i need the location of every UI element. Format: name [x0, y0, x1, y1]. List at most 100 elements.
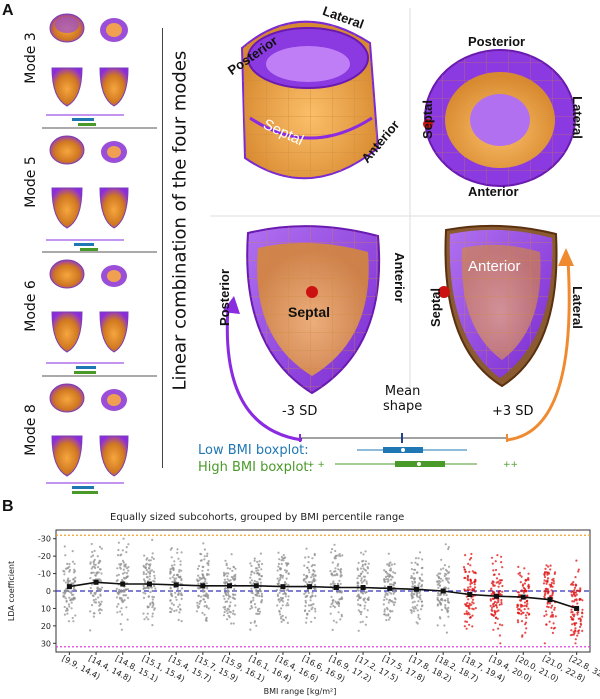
data-point	[437, 582, 441, 585]
data-point	[151, 595, 154, 598]
data-point	[202, 598, 205, 601]
data-point	[383, 610, 386, 613]
data-point	[95, 571, 98, 574]
data-point	[497, 591, 500, 594]
data-point	[520, 589, 523, 592]
data-point	[68, 596, 71, 599]
data-point	[305, 617, 308, 620]
data-point	[68, 568, 72, 572]
data-point	[570, 591, 573, 594]
data-point	[276, 577, 279, 580]
data-point	[442, 567, 445, 570]
data-point	[151, 556, 154, 559]
data-point	[390, 563, 393, 566]
data-point	[203, 555, 206, 558]
data-point	[413, 584, 416, 587]
data-point	[281, 604, 284, 607]
data-point	[148, 575, 151, 578]
data-point	[574, 576, 577, 579]
data-point	[447, 546, 450, 549]
data-point	[445, 594, 448, 597]
data-point	[438, 616, 441, 619]
data-point	[359, 621, 362, 624]
data-point	[151, 624, 154, 627]
data-point	[492, 602, 496, 605]
data-point	[249, 607, 252, 610]
data-point	[171, 564, 174, 567]
data-point	[527, 613, 531, 616]
panel-a-letter: A	[2, 2, 14, 19]
data-point	[98, 568, 102, 571]
data-point	[92, 571, 95, 574]
data-point	[177, 557, 180, 560]
data-point	[202, 542, 205, 545]
data-point	[469, 616, 472, 619]
mode-thumbnails	[42, 13, 157, 494]
data-point	[446, 608, 449, 611]
data-point	[100, 600, 103, 603]
data-point	[231, 569, 234, 572]
data-point	[329, 570, 332, 573]
data-point	[466, 604, 469, 608]
data-point	[282, 600, 285, 603]
data-point	[199, 599, 202, 602]
data-point	[467, 598, 470, 601]
data-point	[311, 606, 314, 609]
data-point	[142, 591, 145, 594]
data-point	[304, 556, 307, 559]
data-point	[279, 589, 282, 592]
data-point	[255, 612, 258, 615]
data-point	[90, 571, 93, 574]
data-point	[230, 553, 233, 556]
data-point	[310, 603, 313, 606]
data-point	[302, 573, 306, 576]
data-point	[468, 604, 471, 607]
data-point	[437, 572, 440, 575]
data-point	[413, 581, 416, 584]
data-point	[490, 593, 493, 596]
data-point	[416, 571, 419, 574]
data-point	[144, 587, 147, 590]
data-point	[68, 590, 71, 593]
data-point	[575, 598, 578, 601]
mode-5-label: Mode 5	[23, 156, 39, 208]
median-marker	[280, 584, 286, 590]
data-point	[464, 576, 467, 579]
data-point	[578, 590, 581, 593]
data-point	[471, 587, 474, 590]
data-point	[332, 580, 335, 583]
data-point	[492, 628, 495, 631]
data-point	[175, 573, 178, 577]
mode-8-shapes	[46, 383, 129, 494]
data-point	[551, 604, 554, 607]
data-point	[468, 602, 471, 605]
data-point	[551, 591, 554, 594]
data-point	[364, 550, 367, 553]
data-point	[305, 574, 308, 578]
data-point	[386, 563, 389, 566]
data-point	[418, 576, 421, 580]
data-point	[73, 597, 76, 600]
data-point	[468, 607, 471, 610]
data-point	[500, 603, 503, 606]
data-point	[279, 576, 282, 580]
data-point	[307, 604, 310, 607]
data-point	[71, 560, 75, 563]
data-point	[151, 606, 154, 609]
data-point	[195, 610, 198, 613]
data-point	[468, 570, 471, 573]
data-point	[573, 623, 577, 627]
data-point	[573, 600, 576, 603]
data-point	[410, 576, 413, 580]
data-point	[222, 595, 225, 598]
data-point	[414, 605, 417, 608]
data-point	[175, 598, 178, 601]
data-point	[447, 587, 450, 590]
data-point	[73, 580, 76, 583]
data-point	[357, 574, 360, 577]
data-point	[149, 603, 152, 606]
data-point	[393, 563, 396, 566]
data-point	[125, 567, 129, 570]
data-point	[359, 572, 362, 576]
data-point	[444, 599, 447, 602]
